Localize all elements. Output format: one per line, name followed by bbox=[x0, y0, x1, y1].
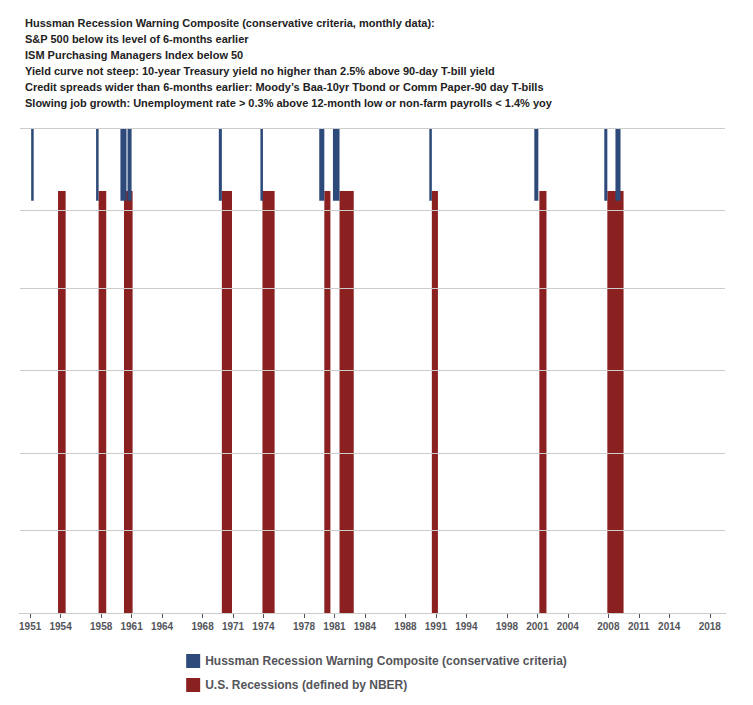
svg-text:Hussman Recession Warning Comp: Hussman Recession Warning Composite (con… bbox=[205, 654, 567, 668]
svg-text:1961: 1961 bbox=[120, 621, 143, 632]
svg-text:2011: 2011 bbox=[628, 621, 650, 632]
svg-text:1978: 1978 bbox=[293, 621, 316, 632]
svg-text:1988: 1988 bbox=[394, 621, 417, 632]
svg-text:1954: 1954 bbox=[49, 621, 72, 632]
svg-text:2018: 2018 bbox=[699, 621, 722, 632]
svg-text:1984: 1984 bbox=[354, 621, 377, 632]
svg-text:1968: 1968 bbox=[191, 621, 214, 632]
svg-text:U.S. Recessions (defined by NB: U.S. Recessions (defined by NBER) bbox=[205, 678, 407, 692]
svg-text:1998: 1998 bbox=[496, 621, 519, 632]
svg-text:1964: 1964 bbox=[151, 621, 174, 632]
svg-text:1994: 1994 bbox=[455, 621, 478, 632]
svg-text:2001: 2001 bbox=[526, 621, 549, 632]
svg-text:Credit spreads wider than 6-mo: Credit spreads wider than 6-months earli… bbox=[25, 81, 544, 93]
svg-text:ISM Purchasing Managers Index: ISM Purchasing Managers Index below 50 bbox=[25, 49, 243, 61]
svg-text:2008: 2008 bbox=[597, 621, 620, 632]
svg-text:1974: 1974 bbox=[252, 621, 275, 632]
svg-text:1951: 1951 bbox=[19, 621, 42, 632]
svg-text:2004: 2004 bbox=[557, 621, 580, 632]
svg-text:1981: 1981 bbox=[323, 621, 346, 632]
svg-text:Hussman Recession Warning Comp: Hussman Recession Warning Composite (con… bbox=[25, 17, 435, 29]
svg-text:1991: 1991 bbox=[425, 621, 448, 632]
svg-text:Yield curve not steep: 10-year: Yield curve not steep: 10-year Treasury … bbox=[25, 65, 495, 77]
svg-text:2014: 2014 bbox=[658, 621, 681, 632]
svg-text:1971: 1971 bbox=[222, 621, 245, 632]
svg-text:S&P 500 below its level of 6-m: S&P 500 below its level of 6-months earl… bbox=[25, 33, 249, 45]
svg-text:1958: 1958 bbox=[90, 621, 113, 632]
svg-text:Slowing job growth: Unemployme: Slowing job growth: Unemployment rate > … bbox=[25, 97, 553, 109]
